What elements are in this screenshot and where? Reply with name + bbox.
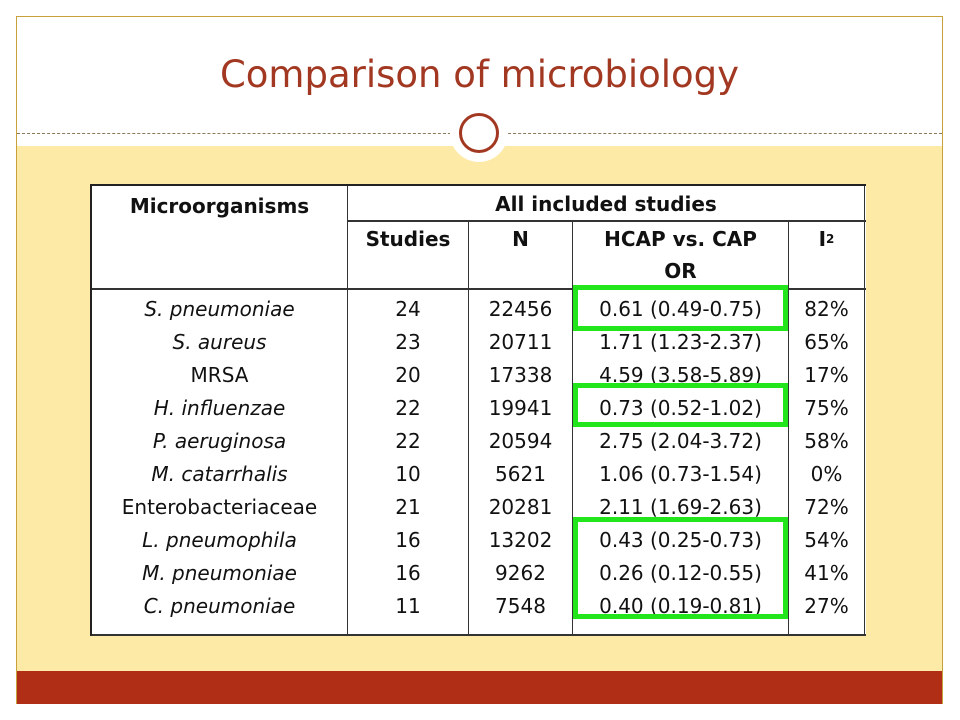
microbiology-table: Microorganisms All included studies Stud… [90, 184, 866, 636]
header-microorganisms: Microorganisms [129, 194, 310, 218]
studies-cell: 21 [395, 494, 421, 519]
organism-cell: Enterobacteriaceae [121, 494, 318, 519]
i2-cell: 17% [804, 362, 849, 387]
n-cell: 7548 [495, 593, 546, 618]
i2-cell: 41% [804, 560, 849, 585]
n-cell: 9262 [495, 560, 546, 585]
header-or-line1: HCAP vs. CAP [604, 227, 757, 251]
organism-cell: MRSA [190, 362, 249, 387]
organism-cell: L. pneumophila [142, 527, 297, 552]
slide-title: Comparison of microbiology [219, 53, 740, 96]
highlight-box [573, 517, 788, 619]
i2-cell: 75% [804, 395, 849, 420]
studies-cell: 24 [395, 296, 421, 321]
n-cell: 5621 [495, 461, 546, 486]
or-cell: 0.61 (0.49-0.75) [599, 296, 762, 321]
circle-ornament-icon [450, 104, 508, 162]
i2-cell: 72% [804, 494, 849, 519]
or-cell: 0.43 (0.25-0.73) [599, 527, 762, 552]
organism-cell: C. pneumoniae [143, 593, 296, 618]
header-studies: Studies [365, 227, 451, 251]
header-all-included-studies: All included studies [495, 192, 717, 216]
i2-cell: 82% [804, 296, 849, 321]
i2-cell: 27% [804, 593, 849, 618]
studies-cell: 20 [395, 362, 421, 387]
organism-cell: S. aureus [172, 329, 267, 354]
studies-cell: 22 [395, 395, 421, 420]
or-cell: 2.75 (2.04-3.72) [599, 428, 762, 453]
organism-cell: S. pneumoniae [144, 296, 295, 321]
organism-cell: M. catarrhalis [151, 461, 288, 486]
table-rule [348, 220, 866, 222]
studies-cell: 11 [395, 593, 421, 618]
highlight-box [573, 285, 788, 331]
table-rule [788, 220, 789, 636]
n-cell: 20281 [488, 494, 553, 519]
or-cell: 4.59 (3.58-5.89) [599, 362, 762, 387]
studies-cell: 22 [395, 428, 421, 453]
n-cell: 19941 [488, 395, 553, 420]
header-or-line2: OR [664, 259, 697, 283]
footer-bar [17, 671, 942, 704]
i2-cell: 65% [804, 329, 849, 354]
table-rule [92, 634, 866, 636]
n-cell: 13202 [488, 527, 553, 552]
table-rule [572, 220, 573, 636]
or-cell: 0.26 (0.12-0.55) [599, 560, 762, 585]
or-cell: 0.40 (0.19-0.81) [599, 593, 762, 618]
or-cell: 2.11 (1.69-2.63) [599, 494, 762, 519]
table-rule [864, 186, 865, 636]
studies-cell: 10 [395, 461, 421, 486]
n-cell: 20711 [488, 329, 553, 354]
studies-cell: 16 [395, 527, 421, 552]
i2-cell: 0% [810, 461, 843, 486]
i2-cell: 54% [804, 527, 849, 552]
organism-cell: P. aeruginosa [152, 428, 287, 453]
organism-cell: M. pneumoniae [142, 560, 297, 585]
highlight-box [573, 383, 788, 427]
studies-cell: 23 [395, 329, 421, 354]
studies-cell: 16 [395, 560, 421, 585]
table-rule [347, 186, 348, 636]
or-cell: 0.73 (0.52-1.02) [599, 395, 762, 420]
n-cell: 22456 [488, 296, 553, 321]
or-cell: 1.71 (1.23-2.37) [599, 329, 762, 354]
organism-cell: H. influenzae [153, 395, 286, 420]
i2-cell: 58% [804, 428, 849, 453]
table-rule [92, 288, 866, 290]
header-n: N [512, 227, 529, 251]
n-cell: 17338 [488, 362, 553, 387]
or-cell: 1.06 (0.73-1.54) [599, 461, 762, 486]
table-rule [468, 220, 469, 636]
n-cell: 20594 [488, 428, 553, 453]
